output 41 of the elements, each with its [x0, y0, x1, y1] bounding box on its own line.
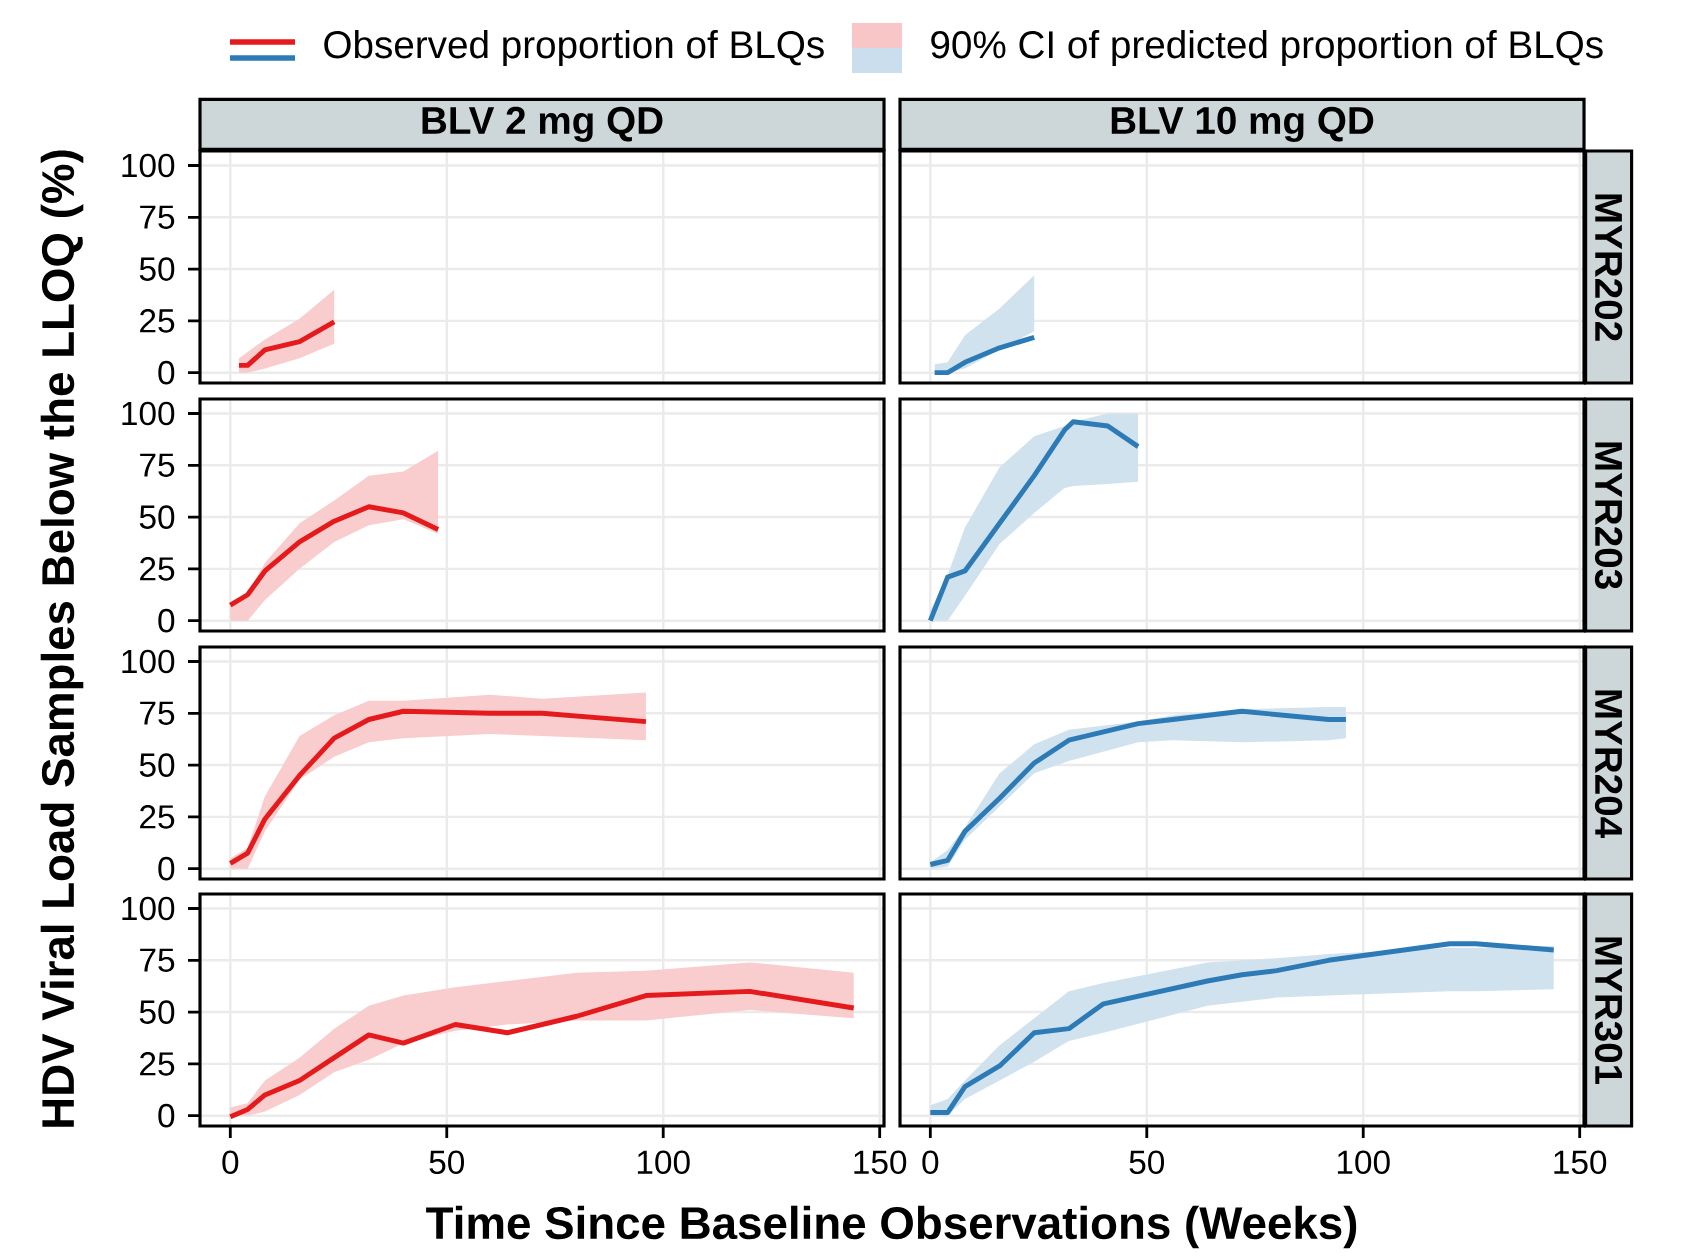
y-tick-label: 50	[139, 753, 175, 777]
y-tick-label: 50	[139, 257, 175, 281]
y-tick-label: 0	[158, 1103, 175, 1128]
line-series	[236, 319, 337, 368]
y-tick-label: 100	[122, 401, 175, 426]
x-tick-label: 0	[222, 1150, 239, 1175]
y-tick-label: 50	[139, 505, 175, 529]
y-axis-title: HDV Viral Load Samples Below the LLOQ (%)	[40, 150, 84, 1127]
y-tick-label: 0	[158, 360, 175, 385]
y-tick-label: 50	[139, 1000, 175, 1024]
y-tick-label: 100	[122, 896, 175, 921]
y-tick-label: 0	[158, 856, 175, 881]
y-tick-label: 75	[140, 205, 175, 229]
y-tick-label: 25	[140, 1052, 175, 1076]
line-series	[227, 988, 857, 1120]
y-tick-label: 100	[122, 649, 175, 674]
y-tick-label: 75	[140, 453, 175, 477]
y-tick-label: 75	[140, 948, 175, 972]
chart-title: BLV 10 mg QD	[1111, 106, 1374, 143]
y2-axis-title: MYR202	[1594, 194, 1623, 341]
x-tick-label: 50	[1129, 1150, 1165, 1175]
x-tick-label: 0	[922, 1150, 939, 1175]
y2-axis-title: MYR203	[1594, 442, 1623, 589]
y2-axis-title: MYR301	[1594, 937, 1623, 1085]
x-axis-title: Time Since Baseline Observations (Weeks)	[426, 1205, 1357, 1249]
y-tick-label: 25	[140, 805, 175, 829]
x-tick-label: 100	[637, 1150, 690, 1175]
legend-label: Observed proportion of BLQs	[324, 30, 824, 66]
x-tick-label: 50	[429, 1150, 465, 1175]
text: 90% CI of predicted proportion of BLQs	[931, 30, 1603, 66]
y-tick-label: 25	[140, 309, 175, 333]
x-tick-label: 150	[1554, 1150, 1607, 1175]
chart-title: BLV 2 mg QD	[422, 106, 663, 143]
y-tick-label: 75	[140, 701, 175, 725]
y-tick-label: 100	[122, 153, 175, 178]
y-tick-label: 25	[140, 557, 175, 581]
x-tick-label: 150	[854, 1150, 907, 1175]
y2-axis-title: MYR204	[1594, 690, 1623, 838]
y-tick-label: 0	[158, 608, 175, 633]
x-tick-label: 100	[1337, 1150, 1390, 1175]
line-series	[227, 504, 441, 608]
